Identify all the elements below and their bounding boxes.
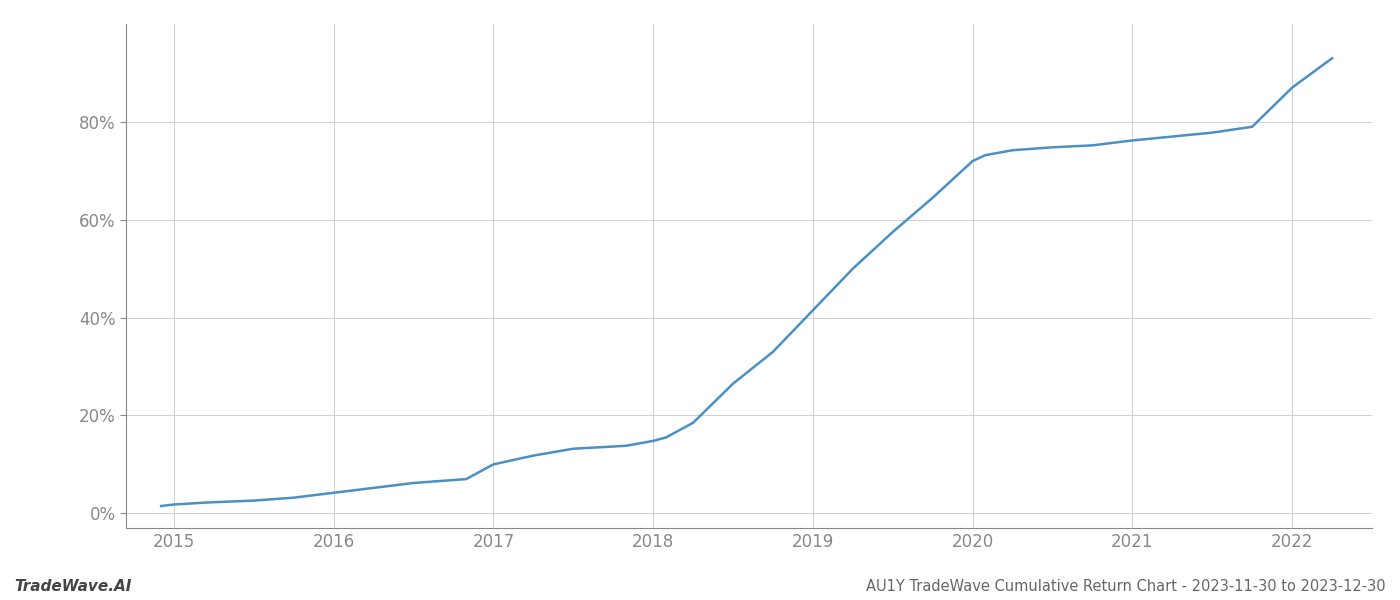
Text: AU1Y TradeWave Cumulative Return Chart - 2023-11-30 to 2023-12-30: AU1Y TradeWave Cumulative Return Chart -…: [867, 579, 1386, 594]
Text: TradeWave.AI: TradeWave.AI: [14, 579, 132, 594]
